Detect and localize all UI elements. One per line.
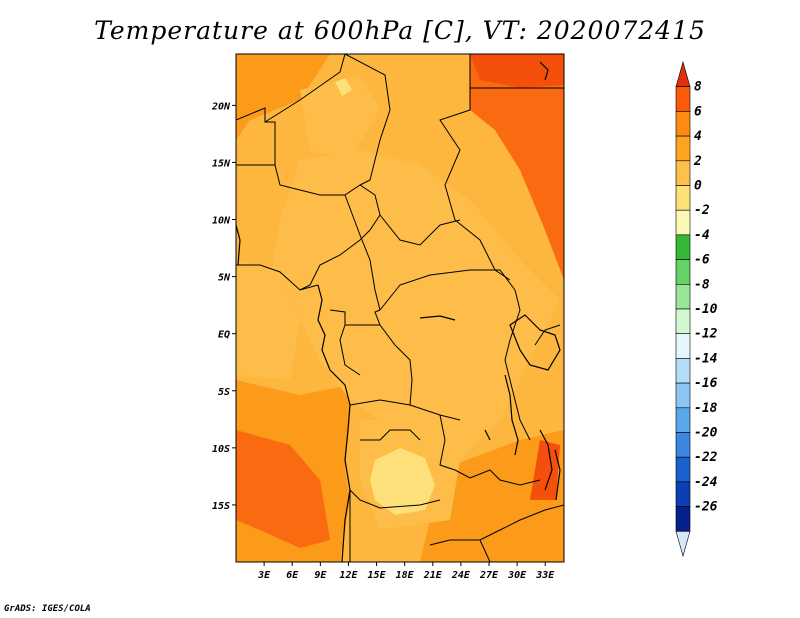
x-tick-label: 24E — [451, 570, 471, 581]
colorbar-label: -18 — [694, 401, 718, 416]
colorbar-label: -8 — [694, 277, 710, 292]
colorbar-label: -2 — [694, 203, 710, 218]
map-frame — [235, 53, 565, 563]
colorbar-swatch — [675, 407, 691, 433]
coolest-contour-region — [370, 448, 435, 515]
grads-credit: GrADS: IGES/COLA — [4, 604, 91, 614]
colorbar-swatch — [675, 86, 691, 112]
y-tick-label: 15S — [212, 501, 230, 512]
page-title: Temperature at 600hPa [C], VT: 202007241… — [94, 16, 706, 45]
y-tick-label: 15N — [212, 158, 231, 169]
colorbar-swatch — [675, 259, 691, 285]
warm-contour-region — [236, 54, 330, 140]
x-tick-label: 3E — [257, 570, 271, 581]
colorbar-label: -20 — [694, 426, 718, 441]
colorbar-label: -6 — [694, 253, 710, 268]
hot-contour-region — [470, 54, 564, 280]
x-tick-label: 27E — [479, 570, 499, 581]
cool-contour-region — [236, 260, 300, 380]
country-borders — [236, 54, 564, 562]
x-axis-ticks: 3E 6E 9E 12E 15E 18E 21E 24E 27E 30E 33E — [257, 562, 555, 581]
x-tick-label: 33E — [535, 570, 555, 581]
colorbar-swatch — [675, 456, 691, 483]
y-tick-label: 5S — [218, 387, 230, 398]
colorbar-label: 4 — [694, 129, 702, 144]
colorbar-swatch — [675, 432, 691, 458]
colorbar-swatch — [675, 283, 691, 310]
colorbar-label: -14 — [694, 351, 718, 366]
x-tick-label: 30E — [507, 570, 527, 581]
y-tick-label: 5N — [218, 273, 231, 284]
colorbar-label: -16 — [694, 376, 718, 391]
y-tick-label: 10S — [212, 444, 230, 455]
colorbar-swatch — [675, 234, 691, 260]
x-tick-label: 15E — [368, 570, 387, 581]
colorbar-label: -12 — [694, 327, 718, 342]
colorbar-swatch — [675, 506, 691, 532]
colorbar-label: -22 — [694, 450, 718, 465]
colorbar-swatch — [675, 111, 691, 137]
colorbar-swatch — [675, 382, 691, 409]
colorbar-label: -26 — [694, 500, 718, 515]
colorbar-top-triangle — [675, 60, 691, 87]
colorbar-label: 8 — [694, 80, 702, 95]
hot-contour-region — [530, 440, 560, 500]
x-tick-label: 18E — [396, 570, 415, 581]
y-tick-label: EQ — [218, 330, 230, 341]
colorbar-swatch — [675, 160, 691, 186]
colorbar-swatch — [675, 358, 691, 384]
colorbar-swatch — [675, 135, 691, 162]
colorbar-label: 2 — [693, 154, 702, 169]
cool-contour-region — [270, 150, 560, 480]
y-tick-label: 10N — [212, 216, 231, 227]
warm-contour-region — [420, 430, 564, 562]
colorbar-label: -10 — [694, 302, 718, 317]
temperature-field — [236, 54, 564, 562]
colorbar-swatch — [675, 333, 691, 359]
colorbar-label: -24 — [694, 475, 718, 490]
coolest-contour-region — [335, 78, 352, 96]
coastline — [236, 61, 561, 562]
y-axis-ticks: 20N 15N 10N 5N EQ 5S 10S 15S — [211, 101, 236, 512]
y-tick-label: 20N — [211, 101, 231, 112]
colorbar-swatch — [675, 481, 691, 507]
colorbar-label: 0 — [694, 179, 702, 194]
x-tick-label: 9E — [314, 570, 327, 581]
colorbar-swatch — [675, 209, 691, 236]
colorbar-label: 6 — [694, 104, 702, 119]
colorbar-swatch — [675, 185, 691, 211]
x-tick-label: 12E — [339, 570, 358, 581]
cool-contour-region — [300, 75, 380, 160]
hot-contour-region — [236, 430, 330, 548]
x-tick-label: 21E — [423, 570, 443, 581]
colorbar: 8 6 4 2 0 -2 -4 -6 -8 -10 -12 -14 -16 -18 -20 -22 -24 -26 — [675, 60, 718, 558]
colorbar-bottom-triangle — [675, 530, 691, 558]
colorbar-swatch — [675, 308, 691, 335]
x-tick-label: 6E — [286, 570, 299, 581]
colorbar-label: -4 — [694, 228, 710, 243]
